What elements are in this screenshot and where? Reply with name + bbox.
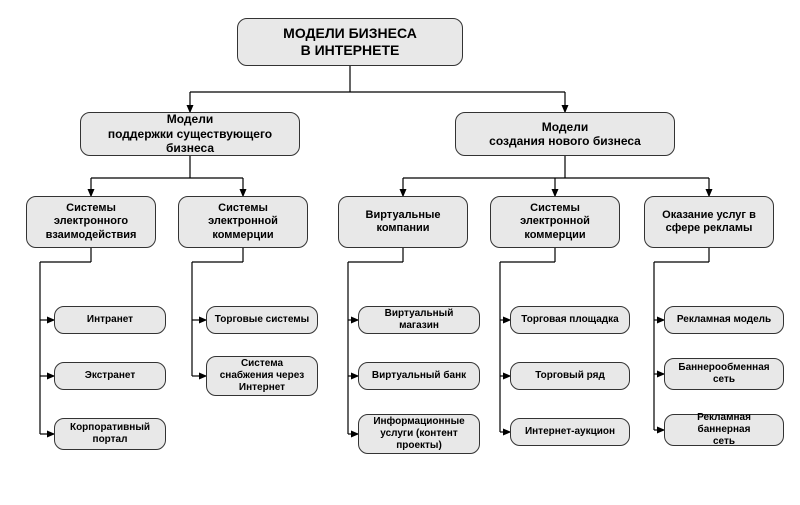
node-c3: Виртуальныекомпании xyxy=(338,196,468,248)
node-label: Экстранет xyxy=(85,370,135,382)
node-label: Интранет xyxy=(87,314,133,326)
node-label: Виртуальный банк xyxy=(372,370,466,382)
node-m1: Моделиподдержки существующегобизнеса xyxy=(80,112,300,156)
node-c5: Оказание услуг всфере рекламы xyxy=(644,196,774,248)
node-l31: Виртуальный магазин xyxy=(358,306,480,334)
node-c4: Системыэлектроннойкоммерции xyxy=(490,196,620,248)
node-label: Виртуальныекомпании xyxy=(366,209,441,235)
node-c2: Системыэлектроннойкоммерции xyxy=(178,196,308,248)
node-label: Информационныеуслуги (контентпроекты) xyxy=(373,416,464,452)
node-label: Системыэлектронноговзаимодействия xyxy=(46,202,137,242)
node-label: Рекламная модель xyxy=(677,314,771,326)
node-l13: Корпоративныйпортал xyxy=(54,418,166,450)
node-label: Торговые системы xyxy=(215,314,309,326)
node-label: Моделиподдержки существующегобизнеса xyxy=(108,112,272,155)
node-label: Торговая площадка xyxy=(521,314,618,326)
node-root: МОДЕЛИ БИЗНЕСАВ ИНТЕРНЕТЕ xyxy=(237,18,463,66)
node-label: МОДЕЛИ БИЗНЕСАВ ИНТЕРНЕТЕ xyxy=(283,25,417,59)
node-l21: Торговые системы xyxy=(206,306,318,334)
node-label: Торговый ряд xyxy=(535,370,605,382)
node-label: Виртуальный магазин xyxy=(365,308,473,332)
node-label: Корпоративныйпортал xyxy=(70,422,150,446)
node-label: Интернет-аукцион xyxy=(525,426,615,438)
node-m2: Моделисоздания нового бизнеса xyxy=(455,112,675,156)
node-label: Баннерообменнаясеть xyxy=(678,362,769,386)
node-l12: Экстранет xyxy=(54,362,166,390)
node-label: Оказание услуг всфере рекламы xyxy=(662,209,756,235)
node-l51: Рекламная модель xyxy=(664,306,784,334)
node-label: Системыэлектроннойкоммерции xyxy=(208,202,278,242)
node-label: Рекламная баннернаясеть xyxy=(671,412,777,448)
node-l42: Торговый ряд xyxy=(510,362,630,390)
node-l33: Информационныеуслуги (контентпроекты) xyxy=(358,414,480,454)
node-l41: Торговая площадка xyxy=(510,306,630,334)
node-c1: Системыэлектронноговзаимодействия xyxy=(26,196,156,248)
node-l43: Интернет-аукцион xyxy=(510,418,630,446)
node-l53: Рекламная баннернаясеть xyxy=(664,414,784,446)
node-l22: Системаснабжения черезИнтернет xyxy=(206,356,318,396)
node-label: Системыэлектроннойкоммерции xyxy=(520,202,590,242)
node-l32: Виртуальный банк xyxy=(358,362,480,390)
node-label: Моделисоздания нового бизнеса xyxy=(489,120,641,149)
node-l11: Интранет xyxy=(54,306,166,334)
node-l52: Баннерообменнаясеть xyxy=(664,358,784,390)
node-label: Системаснабжения черезИнтернет xyxy=(220,358,305,394)
